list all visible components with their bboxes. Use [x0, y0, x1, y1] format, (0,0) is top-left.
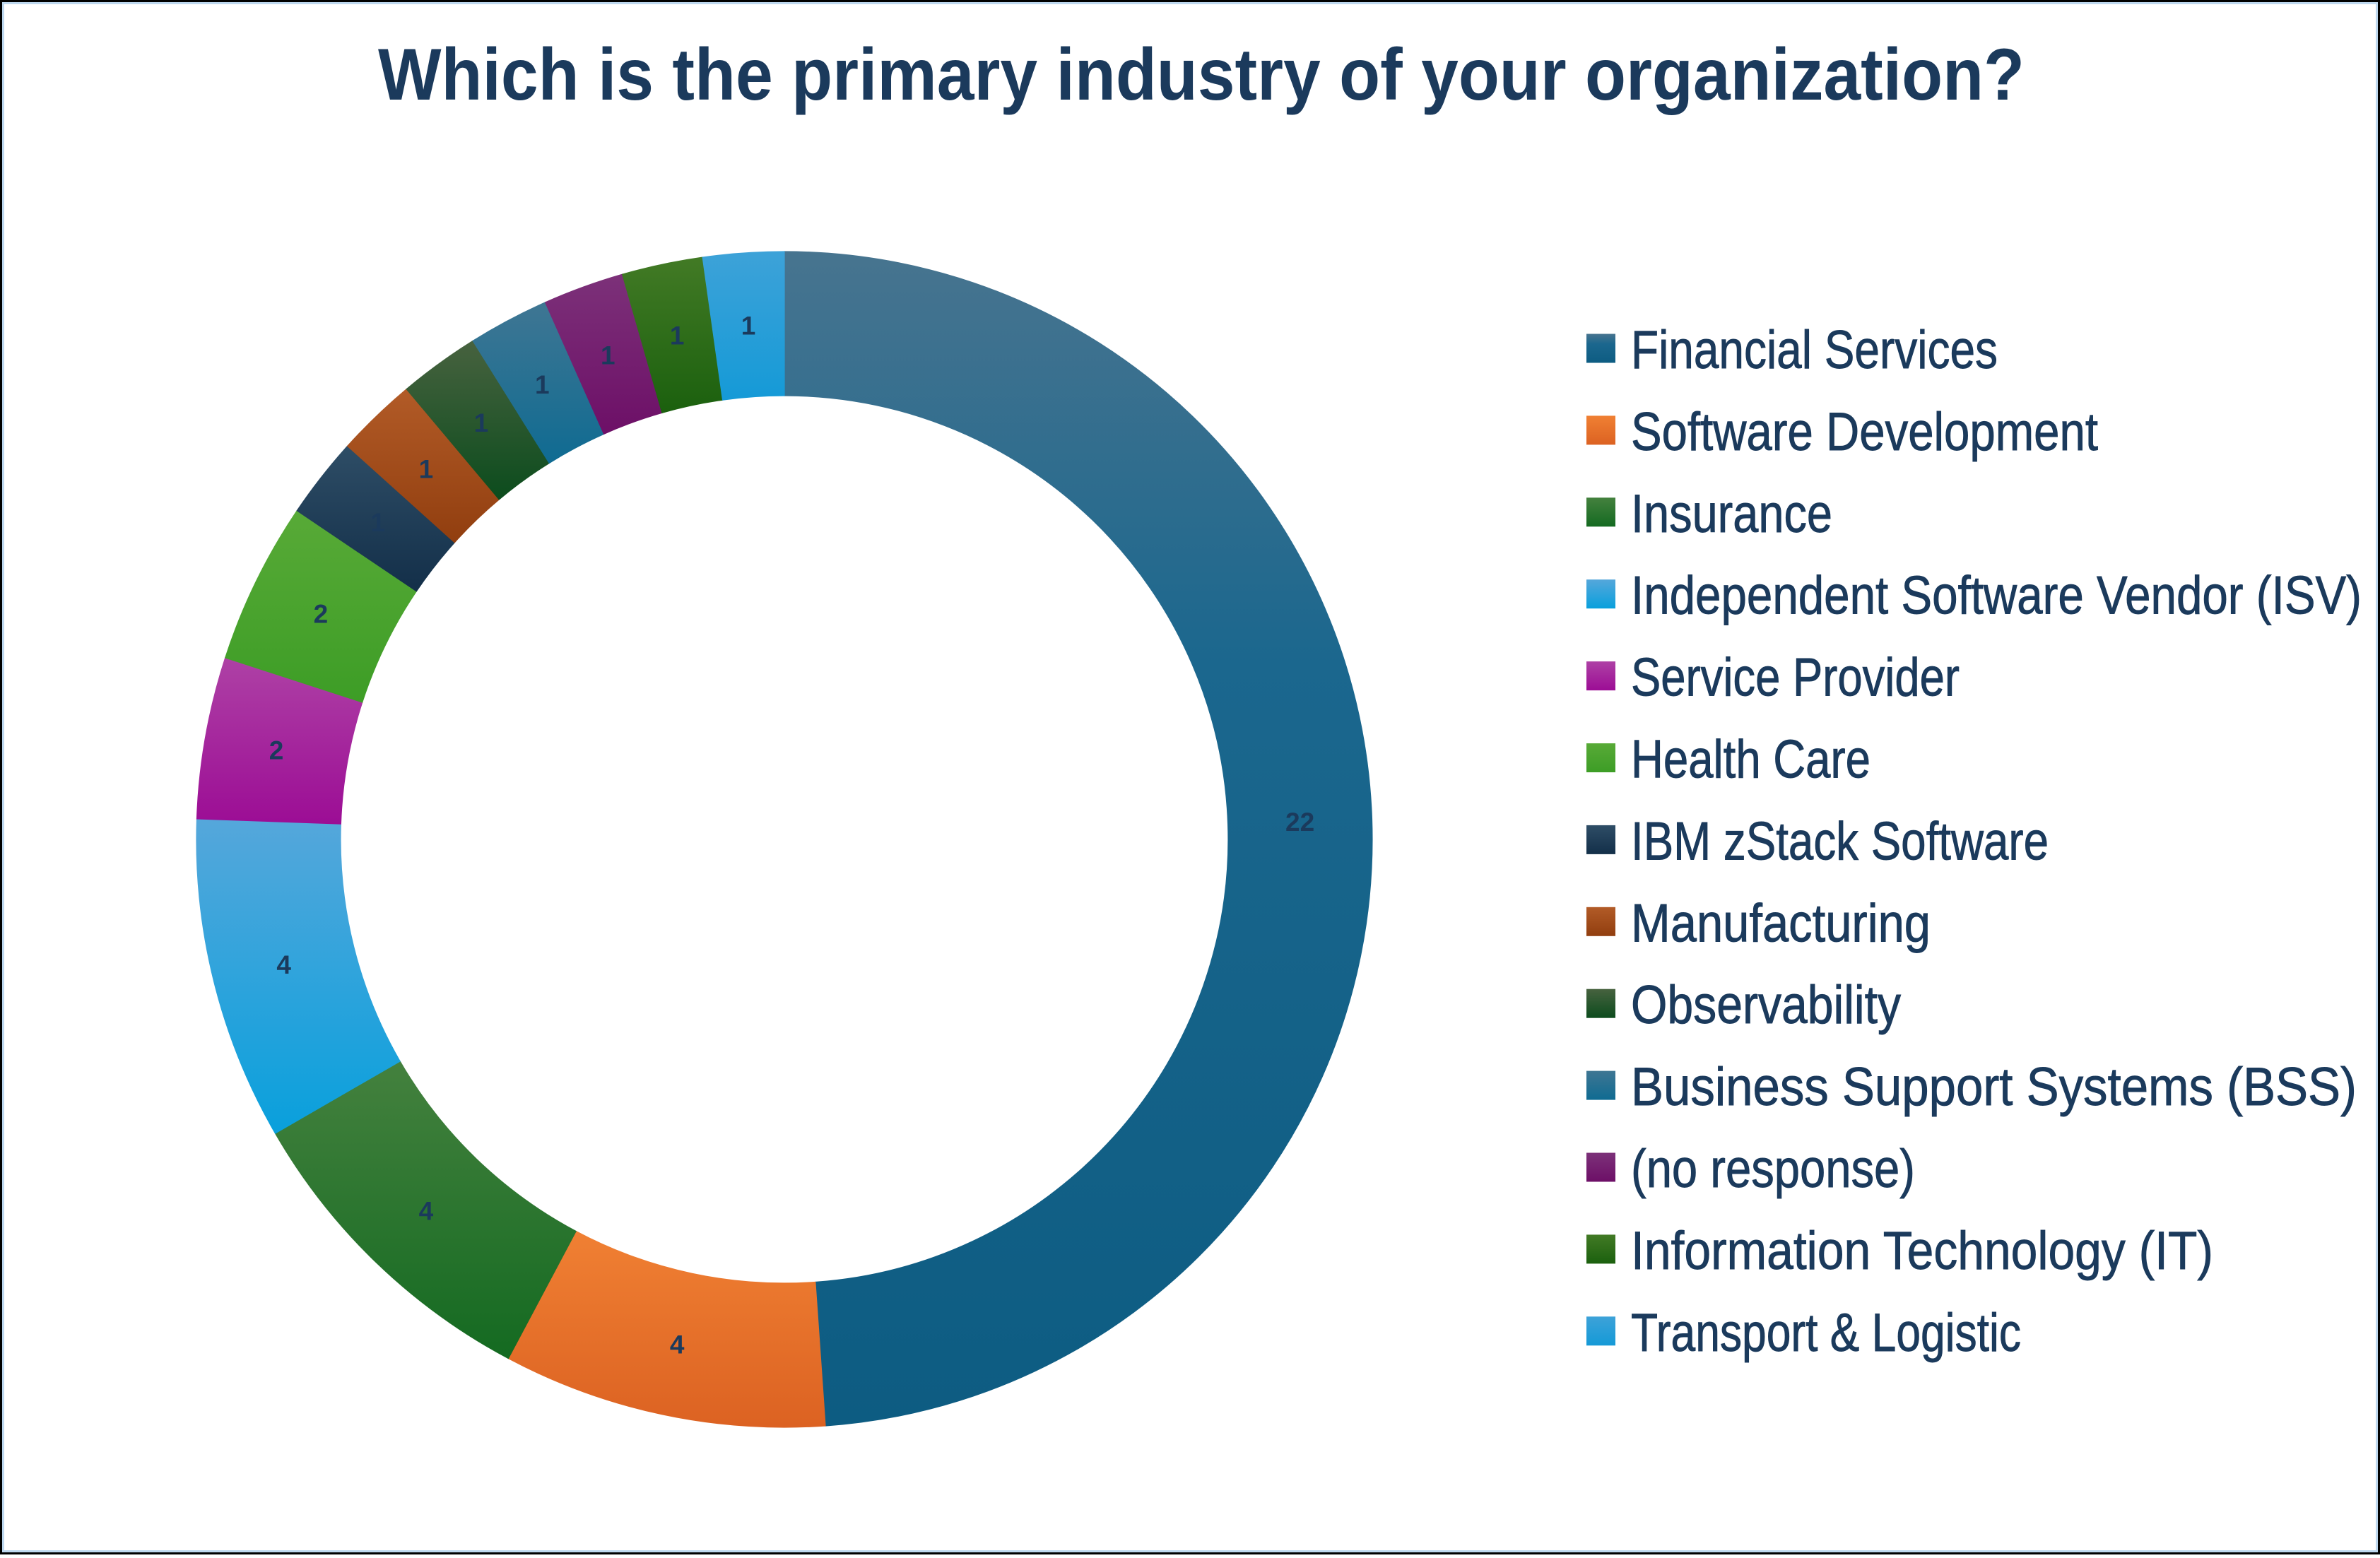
svg-text:1: 1: [419, 454, 434, 483]
svg-text:2: 2: [269, 736, 284, 765]
svg-text:Observability: Observability: [1631, 975, 1901, 1035]
svg-text:4: 4: [419, 1197, 434, 1226]
svg-text:Business Support Systems (BSS): Business Support Systems (BSS): [1631, 1057, 2357, 1117]
svg-text:4: 4: [670, 1330, 685, 1359]
svg-text:22: 22: [1285, 808, 1314, 837]
svg-text:4: 4: [276, 950, 291, 979]
svg-text:Insurance: Insurance: [1631, 484, 1832, 544]
svg-text:(no response): (no response): [1631, 1139, 1915, 1199]
svg-text:1: 1: [474, 408, 489, 437]
svg-text:Service Provider: Service Provider: [1631, 648, 1960, 708]
svg-text:Health Care: Health Care: [1631, 730, 1871, 790]
svg-text:Which is the primary industry: Which is the primary industry of your or…: [378, 34, 2025, 116]
svg-text:Independent Software Vendor (I: Independent Software Vendor (ISV): [1631, 566, 2362, 626]
svg-text:Transport & Logistic: Transport & Logistic: [1631, 1303, 2021, 1363]
svg-text:1: 1: [601, 341, 615, 370]
svg-text:1: 1: [535, 370, 550, 399]
svg-text:1: 1: [670, 321, 685, 350]
svg-text:Software Development: Software Development: [1631, 402, 2098, 462]
svg-text:1: 1: [741, 311, 756, 340]
svg-text:Manufacturing: Manufacturing: [1631, 893, 1931, 953]
svg-text:Financial Services: Financial Services: [1631, 320, 1998, 380]
svg-text:Information Technology (IT): Information Technology (IT): [1631, 1221, 2213, 1281]
svg-text:IBM zStack Software: IBM zStack Software: [1631, 811, 2049, 871]
svg-text:1: 1: [371, 508, 386, 537]
svg-text:2: 2: [314, 600, 329, 629]
